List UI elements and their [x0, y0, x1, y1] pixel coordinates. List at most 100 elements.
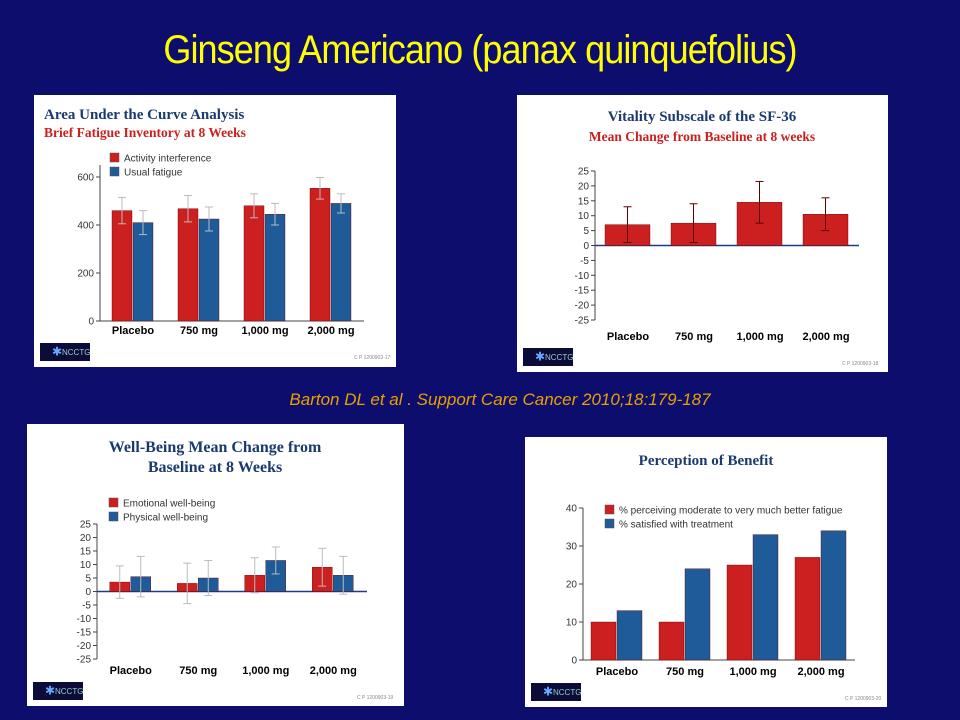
category-label: 2,000 mg — [797, 666, 844, 678]
bar-benefit-s1-c1 — [684, 568, 711, 661]
y-tick-label: 20 — [578, 181, 590, 192]
chart-wellbeing: Well-Being Mean Change from Baseline at 8… — [33, 439, 394, 701]
bar-auc-s0-c2 — [243, 205, 265, 322]
chart-panel-benefit: Perception of Benefit 0 10 20 30 40 Placebo 750… — [525, 437, 887, 707]
y-tick-label: 5 — [583, 226, 589, 237]
category-label: 1,000 mg — [242, 665, 289, 677]
y-tick-label: 10 — [566, 618, 578, 629]
y-tick-label: -5 — [580, 256, 589, 267]
chart-title: Perception of Benefit — [639, 453, 774, 469]
category-label: Placebo — [112, 325, 154, 337]
bar-benefit-s1-c0 — [616, 610, 643, 661]
bar-auc-s1-c2 — [264, 213, 286, 322]
y-tick-label: 20 — [80, 533, 92, 544]
legend-swatch — [604, 518, 615, 529]
y-tick-label: -25 — [575, 316, 590, 327]
category-label: 750 mg — [666, 666, 704, 678]
ncctg-logo: ✱ NCCTG — [33, 682, 83, 700]
chart-benefit: Perception of Benefit 0 10 20 30 40 Placebo 750… — [531, 453, 882, 702]
bar-benefit-s0-c2 — [726, 564, 753, 661]
chart-title: Area Under the Curve Analysis — [44, 107, 244, 123]
y-tick-label: 0 — [88, 317, 94, 328]
bar-benefit-s0-c0 — [590, 621, 617, 661]
y-tick-label: 0 — [85, 587, 91, 598]
category-label: Placebo — [110, 665, 152, 677]
bar-auc-s0-c3 — [309, 188, 331, 322]
legend-swatch — [108, 511, 119, 522]
category-label: 2,000 mg — [307, 325, 354, 337]
y-tick-label: 10 — [578, 211, 590, 222]
legend-swatch — [109, 152, 120, 163]
figure-code: C P 1200903-20 — [845, 696, 882, 702]
star-icon: ✱ — [535, 350, 545, 364]
chart-title: Well-Being Mean Change from — [109, 439, 322, 456]
y-axis: 0 200 400 600 — [77, 165, 101, 328]
legend-label: Activity interference — [124, 154, 212, 165]
y-tick-label: 0 — [583, 241, 589, 252]
y-tick-label: 30 — [566, 542, 578, 553]
y-axis: 25 20 15 10 5 0 -5 -10 -15 -20 -25 — [77, 520, 98, 666]
category-label: 750 mg — [675, 331, 713, 343]
legend-swatch — [109, 166, 120, 177]
logo-text: NCCTG — [62, 348, 90, 357]
y-tick-label: -10 — [77, 614, 92, 625]
bar-benefit-s1-c3 — [820, 530, 847, 661]
bar-benefit-s0-c1 — [658, 621, 685, 661]
y-tick-label: 25 — [80, 520, 92, 531]
bar-auc-s1-c1 — [198, 218, 220, 322]
y-tick-label: -20 — [77, 641, 92, 652]
star-icon: ✱ — [45, 684, 55, 698]
slide-title: Ginseng Americano (panax quinquefolius) — [163, 28, 797, 72]
legend-label: Usual fatigue — [124, 168, 183, 179]
y-tick-label: 15 — [80, 547, 92, 558]
bar-benefit-s1-c2 — [752, 534, 779, 661]
y-tick-label: 25 — [578, 167, 590, 178]
y-tick-label: -15 — [77, 628, 92, 639]
y-tick-label: 15 — [578, 196, 590, 207]
ncctg-logo: ✱ NCCTG — [40, 343, 90, 361]
bar-benefit-s0-c3 — [794, 557, 821, 661]
bar-auc-s0-c1 — [177, 208, 199, 322]
y-tick-label: -20 — [575, 301, 590, 312]
category-label: Placebo — [607, 331, 649, 343]
chart-panel-vitality: Vitality Subscale of the SF-36 Mean Chang… — [517, 95, 888, 372]
y-tick-label: -15 — [575, 286, 590, 297]
figure-code: C P 1200903-17 — [354, 355, 391, 361]
y-tick-label: 200 — [77, 269, 94, 280]
figure-code: C P 1200903-19 — [357, 695, 394, 701]
y-tick-label: 10 — [80, 560, 92, 571]
chart-subtitle: Mean Change from Baseline at 8 weeks — [589, 129, 815, 144]
star-icon: ✱ — [52, 345, 62, 359]
chart-panel-auc: Area Under the Curve Analysis Brief Fatig… — [34, 95, 396, 367]
legend-label: Physical well-being — [123, 513, 208, 524]
chart-auc: Area Under the Curve Analysis Brief Fatig… — [40, 107, 391, 361]
y-tick-label: -10 — [575, 271, 590, 282]
legend-label: % satisfied with treatment — [619, 520, 733, 531]
legend-label: Emotional well-being — [123, 499, 215, 510]
category-label: 1,000 mg — [729, 666, 776, 678]
logo-text: NCCTG — [545, 353, 573, 362]
bar-auc-s0-c0 — [111, 210, 133, 322]
legend-swatch — [604, 504, 615, 515]
chart-vitality: Vitality Subscale of the SF-36 Mean Chang… — [523, 109, 879, 367]
legend-label: % perceiving moderate to very much bette… — [619, 506, 843, 517]
category-label: 1,000 mg — [241, 325, 288, 337]
bar-vitality-s0-c2 — [736, 202, 783, 246]
category-label: 2,000 mg — [802, 331, 849, 343]
ncctg-logo: ✱ NCCTG — [531, 683, 581, 701]
category-label: 750 mg — [180, 325, 218, 337]
y-tick-label: 40 — [566, 504, 578, 515]
logo-text: NCCTG — [55, 687, 83, 696]
y-tick-label: -25 — [77, 655, 92, 666]
star-icon: ✱ — [543, 685, 553, 699]
y-tick-label: 20 — [566, 580, 578, 591]
y-tick-label: -5 — [82, 601, 91, 612]
y-tick-label: 0 — [571, 656, 577, 667]
y-tick-label: 5 — [85, 574, 91, 585]
legend-swatch — [108, 497, 119, 508]
bar-auc-s1-c3 — [330, 203, 352, 322]
chart-subtitle: Brief Fatigue Inventory at 8 Weeks — [44, 125, 246, 140]
y-axis: 0 10 20 30 40 — [566, 504, 584, 667]
chart-title: Vitality Subscale of the SF-36 — [608, 109, 797, 125]
category-label: 750 mg — [179, 665, 217, 677]
